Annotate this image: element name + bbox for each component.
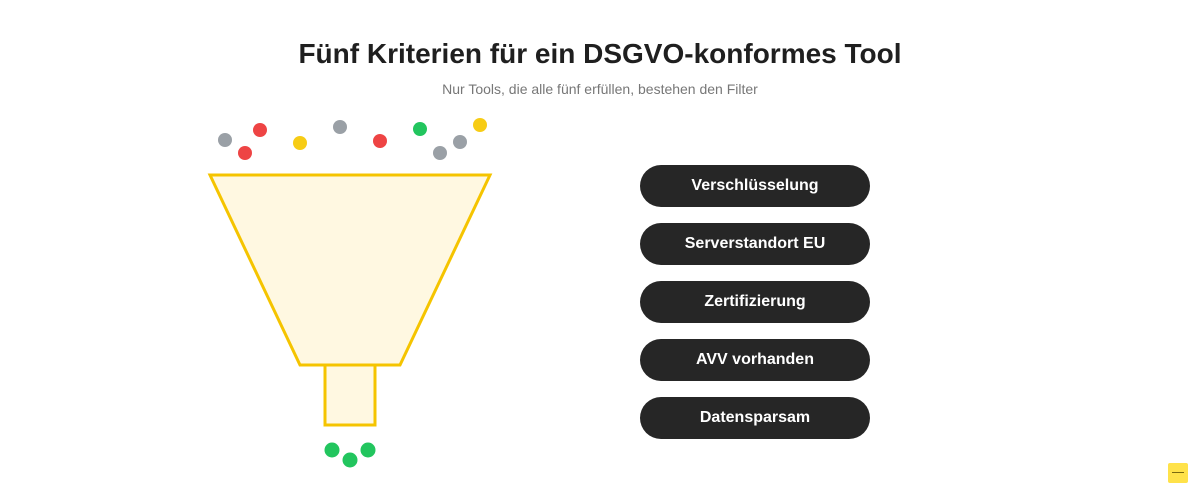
input-dot-red [253, 123, 267, 137]
output-dot-green [360, 442, 376, 458]
output-dot-green [342, 452, 358, 468]
criterion-data-minimization: Datensparsam [640, 397, 870, 439]
output-dots [324, 442, 376, 468]
criterion-server-location: Serverstandort EU [640, 223, 870, 265]
diagram-title: Fünf Kriterien für ein DSGVO-konformes T… [298, 38, 902, 69]
criterion-dpa: AVV vorhanden [640, 339, 870, 381]
input-dots [218, 118, 487, 160]
criteria-list: Verschlüsselung Serverstandort EU Zertif… [640, 165, 870, 455]
funnel-body [207, 173, 493, 367]
diagram-subtitle: Nur Tools, die alle fünf erfüllen, beste… [442, 81, 758, 97]
input-dot-gray [218, 133, 232, 147]
criterion-encryption: Verschlüsselung [640, 165, 870, 207]
funnel-spout [323, 363, 377, 427]
input-dot-red [238, 146, 252, 160]
input-dot-yellow [473, 118, 487, 132]
funnel-diagram [207, 118, 493, 468]
output-dot-green [324, 442, 340, 458]
input-dot-gray [333, 120, 347, 134]
criterion-certification: Zertifizierung [640, 281, 870, 323]
input-dot-red [373, 134, 387, 148]
input-dot-gray [453, 135, 467, 149]
input-dot-yellow [293, 136, 307, 150]
corner-badge-icon [1168, 463, 1188, 483]
input-dot-green [413, 122, 427, 136]
input-dot-gray [433, 146, 447, 160]
